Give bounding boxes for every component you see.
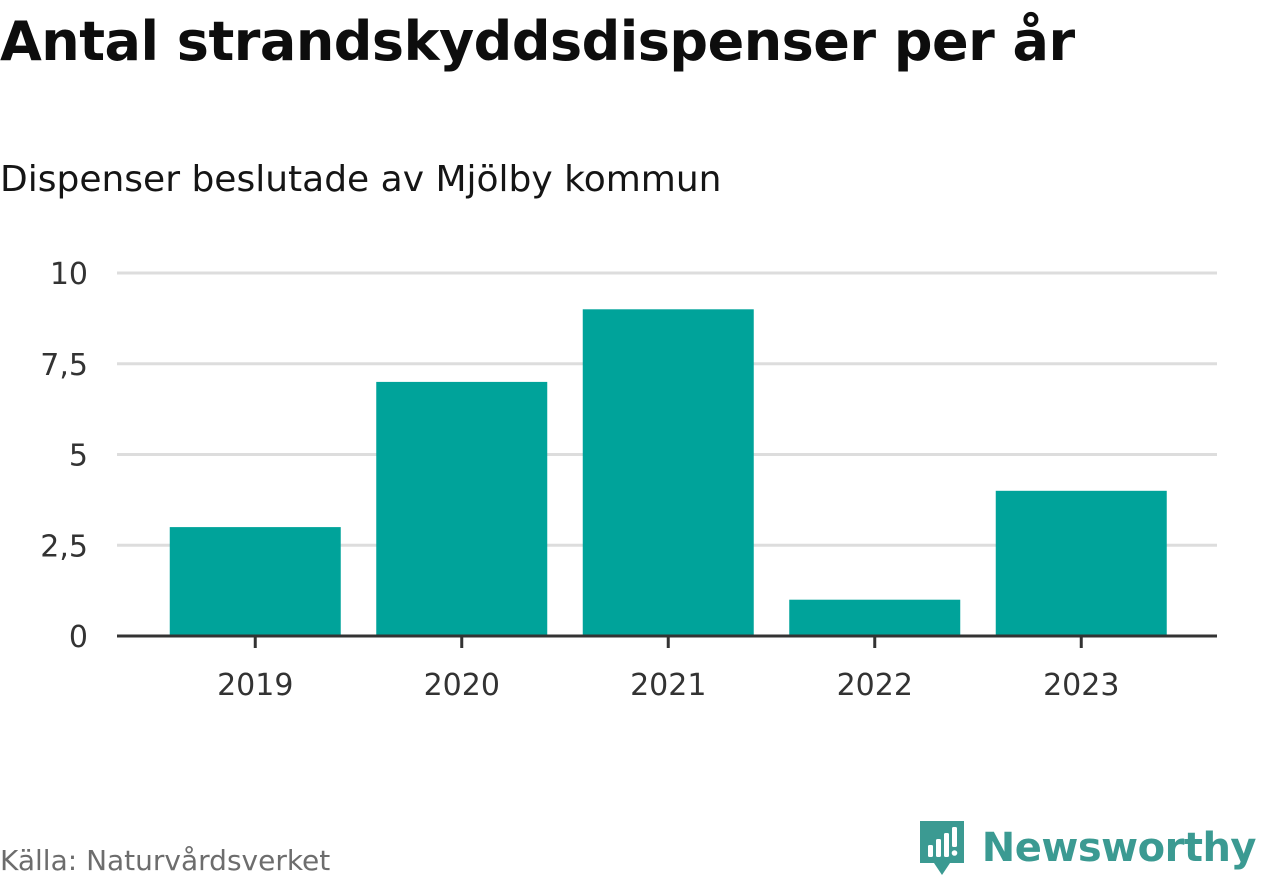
bar-2022 (789, 599, 961, 636)
bar-2020 (376, 381, 548, 636)
x-tick-label: 2021 (630, 668, 706, 703)
x-tick-labels: 2019 2020 2021 2022 2023 (217, 668, 1119, 703)
bar-2021 (582, 309, 754, 636)
newsworthy-brand: Newsworthy (918, 819, 1257, 877)
chart-title: Antal strandskyddsdispenser per år (0, 10, 1075, 73)
bar-2019 (169, 527, 341, 636)
y-tick-label: 5 (69, 439, 88, 474)
bar-2023 (995, 490, 1167, 636)
chart-subtitle: Dispenser beslutade av Mjölby kommun (0, 159, 722, 200)
y-tick-label: 7,5 (40, 348, 88, 383)
x-tick-label: 2019 (217, 668, 293, 703)
x-tick-label: 2022 (837, 668, 913, 703)
newsworthy-logo-icon (919, 821, 964, 875)
y-tick-label: 2,5 (40, 529, 88, 564)
bars (169, 309, 1167, 636)
y-tick-label: 10 (50, 257, 88, 292)
x-tick-label: 2023 (1043, 668, 1119, 703)
x-axis (117, 634, 1217, 648)
brand-name: Newsworthy (981, 825, 1257, 871)
y-tick-labels: 0 2,5 5 7,5 10 (40, 257, 88, 655)
source-note: Källa: Naturvårdsverket (0, 844, 331, 877)
x-tick-label: 2020 (424, 668, 500, 703)
y-tick-label: 0 (69, 620, 88, 655)
